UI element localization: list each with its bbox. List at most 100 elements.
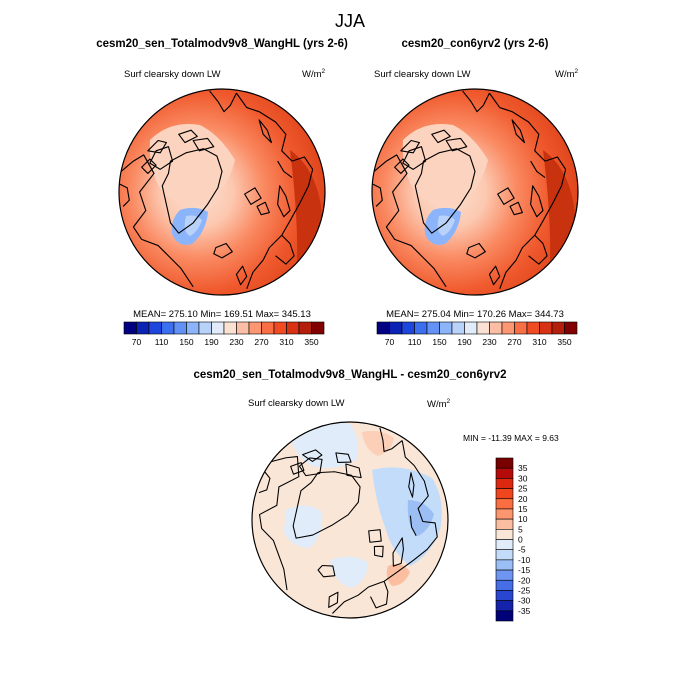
colorbar-swatch [476, 321, 490, 335]
panel-3: cesm20_sen_Totalmodv9v8_WangHL - cesm20_… [194, 369, 559, 622]
panel-2-field [437, 215, 455, 236]
colorbar-swatch [495, 559, 514, 571]
colorbar-tick-label: 5 [518, 524, 523, 534]
colorbar-tick-label: -30 [518, 596, 531, 606]
colorbar-tick-label: 350 [304, 337, 318, 347]
figure-title: JJA [335, 11, 365, 31]
colorbar-tick-label: 15 [518, 504, 528, 514]
colorbar-swatch [539, 321, 553, 335]
panel-3-field [386, 564, 410, 586]
panel-1-colorbar: 70 110 150 190 230 270 310 350 [123, 321, 325, 347]
panel-2: cesm20_con6yrv2 (yrs 2-6) Surf clearsky … [371, 38, 579, 347]
colorbar-swatch [286, 321, 300, 335]
panel-2-title: cesm20_con6yrv2 (yrs 2-6) [401, 38, 548, 50]
colorbar-swatch [495, 467, 514, 479]
colorbar-swatch [311, 321, 325, 335]
colorbar-swatch [123, 321, 137, 335]
colorbar-swatch [148, 321, 162, 335]
colorbar-swatch [495, 529, 514, 540]
panel-2-map [371, 88, 579, 296]
panel-1: cesm20_sen_Totalmodv9v8_WangHL (yrs 2-6)… [96, 38, 348, 347]
colorbar-swatch [495, 457, 514, 469]
colorbar-tick-label: 230 [482, 337, 496, 347]
panel-2-colorbar: 70 110 150 190 230 270 310 350 [376, 321, 578, 347]
panel-1-field [184, 215, 202, 236]
colorbar-swatch [501, 321, 515, 335]
colorbar-swatch [376, 321, 390, 335]
panel-1-title: cesm20_sen_Totalmodv9v8_WangHL (yrs 2-6) [96, 38, 348, 50]
colorbar-swatch [495, 539, 514, 550]
colorbar-swatch [161, 321, 175, 335]
panel-2-map-border [371, 88, 579, 296]
colorbar-tick-label: 230 [229, 337, 243, 347]
colorbar-swatch [439, 321, 453, 335]
colorbar-tick-label: 150 [179, 337, 193, 347]
colorbar-swatch [514, 321, 528, 335]
colorbar-swatch [495, 498, 514, 510]
colorbar-tick-label: 0 [518, 535, 523, 545]
colorbar-swatch [389, 321, 403, 335]
colorbar-tick-label: -35 [518, 606, 531, 616]
colorbar-swatch [495, 610, 514, 622]
colorbar-swatch [489, 321, 503, 335]
colorbar-tick-label: -5 [518, 545, 526, 555]
colorbar-swatch [551, 321, 565, 335]
colorbar-tick-label: -15 [518, 565, 531, 575]
colorbar-swatch [495, 508, 514, 520]
panel-1-stats: MEAN= 275.10 Min= 169.51 Max= 345.13 [133, 309, 311, 320]
panel-1-map-border [118, 88, 326, 296]
colorbar-tick-label: 150 [432, 337, 446, 347]
panel-3-field [372, 467, 442, 566]
panel-3-field [290, 422, 358, 468]
colorbar-swatch [211, 321, 225, 335]
panel-3-field [284, 505, 323, 548]
colorbar-tick-label: 20 [518, 494, 528, 504]
colorbar-swatch [495, 518, 514, 530]
panel-3-field [362, 430, 394, 456]
colorbar-swatch [495, 590, 514, 601]
panel-2-variable-label: Surf clearsky down LW [374, 69, 470, 80]
colorbar-tick-label: 110 [155, 337, 169, 347]
colorbar-tick-label: 110 [408, 337, 422, 347]
panel-1-map [118, 88, 326, 296]
colorbar-tick-label: 190 [204, 337, 218, 347]
colorbar-tick-label: 10 [518, 514, 528, 524]
colorbar-tick-label: 25 [518, 484, 528, 494]
colorbar-tick-label: 190 [457, 337, 471, 347]
panel-1-field [119, 89, 325, 295]
panel-1-units: W/m2 [302, 68, 326, 80]
colorbar-tick-label: 35 [518, 463, 528, 473]
colorbar-tick-label: -25 [518, 585, 531, 595]
colorbar-tick-label: 270 [507, 337, 521, 347]
colorbar-tick-label: 70 [385, 337, 395, 347]
colorbar-swatch [426, 321, 440, 335]
panel-1-field [149, 124, 235, 207]
colorbar-swatch [173, 321, 187, 335]
panel-3-variable-label: Surf clearsky down LW [248, 398, 344, 409]
colorbar-swatch [236, 321, 250, 335]
colorbar-swatch [273, 321, 287, 335]
colorbar-tick-label: 70 [132, 337, 142, 347]
colorbar-swatch [186, 321, 200, 335]
colorbar-swatch [526, 321, 540, 335]
panel-3-map-border [251, 421, 449, 619]
colorbar-tick-label: 30 [518, 473, 528, 483]
panel-3-field [407, 500, 434, 536]
colorbar-swatch [451, 321, 465, 335]
colorbar-swatch [495, 569, 514, 581]
colorbar-swatch [414, 321, 428, 335]
panel-3-map [251, 421, 449, 619]
colorbar-swatch [464, 321, 478, 335]
colorbar-swatch [495, 600, 514, 612]
panel-3-field [330, 556, 368, 588]
panel-3-title: cesm20_sen_Totalmodv9v8_WangHL - cesm20_… [194, 369, 507, 381]
panel-2-stats: MEAN= 275.04 Min= 170.26 Max= 344.73 [386, 309, 564, 320]
colorbar-swatch [495, 579, 514, 591]
panel-2-field [372, 89, 578, 295]
panel-2-units: W/m2 [555, 68, 579, 80]
colorbar-swatch [298, 321, 312, 335]
colorbar-swatch [564, 321, 578, 335]
colorbar-swatch [136, 321, 150, 335]
